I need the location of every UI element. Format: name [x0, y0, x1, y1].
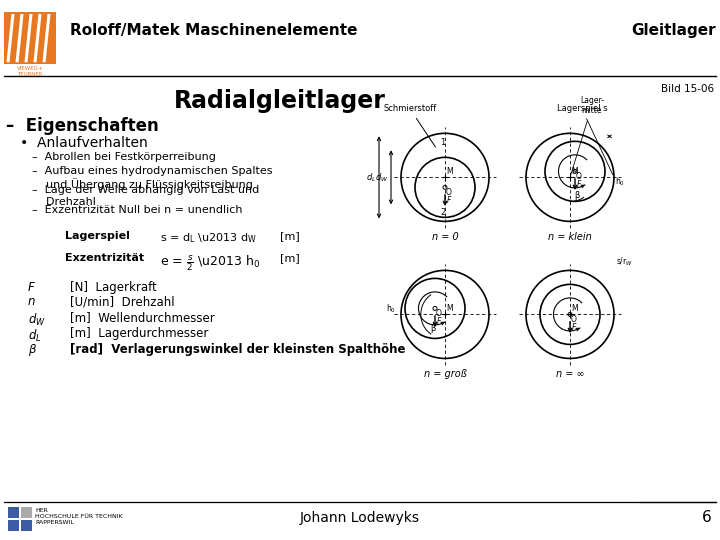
Text: d$_L$: d$_L$ [28, 327, 42, 343]
Text: –  Aufbau eines hydrodynamischen Spaltes
    und Übergang zu Flüssigkeitsreibung: – Aufbau eines hydrodynamischen Spaltes … [32, 166, 272, 190]
Text: –  Eigenschaften: – Eigenschaften [6, 117, 158, 136]
Text: h$_0$: h$_0$ [386, 302, 396, 315]
Text: [m]  Lagerdurchmesser: [m] Lagerdurchmesser [70, 327, 208, 340]
Text: O: O [571, 315, 577, 325]
Text: Lager-
mitte: Lager- mitte [571, 96, 604, 175]
Text: $d_L$: $d_L$ [366, 171, 376, 184]
Text: [m]  Wellendurchmesser: [m] Wellendurchmesser [70, 312, 215, 325]
Text: M: M [571, 305, 577, 313]
Text: Lagerspiel s: Lagerspiel s [557, 104, 613, 175]
Text: n: n [28, 295, 35, 308]
Text: M: M [446, 305, 453, 313]
Text: M: M [446, 167, 453, 177]
Text: O: O [576, 172, 582, 181]
Text: M: M [571, 167, 577, 177]
Text: Gleitlager: Gleitlager [631, 23, 716, 38]
Text: n = 0: n = 0 [431, 232, 459, 242]
Text: Bild 15-06: Bild 15-06 [661, 84, 714, 94]
Text: Schmierstoff: Schmierstoff [383, 104, 436, 147]
Text: F: F [437, 318, 441, 326]
Text: β: β [575, 191, 580, 200]
Bar [21, 507, 32, 518]
Text: n = klein: n = klein [548, 232, 592, 242]
Text: VIEWEG+
TEUBNER: VIEWEG+ TEUBNER [17, 66, 43, 77]
Text: e = $\frac{s}{2}$ \u2013 h$_\mathregular{0}$: e = $\frac{s}{2}$ \u2013 h$_\mathregular… [160, 253, 260, 273]
Text: [N]  Lagerkraft: [N] Lagerkraft [70, 281, 157, 294]
Text: 1: 1 [441, 138, 446, 147]
Text: Radialgleitlager: Radialgleitlager [174, 89, 386, 113]
Bar [21, 519, 32, 531]
Text: [m]: [m] [280, 253, 300, 264]
Text: •  Anlaufverhalten: • Anlaufverhalten [20, 136, 148, 150]
Bar [8, 519, 19, 531]
Text: β: β [28, 343, 35, 356]
Text: –  Exzentrizität Null bei n = unendlich: – Exzentrizität Null bei n = unendlich [32, 205, 243, 215]
Text: s = d$_\mathregular{L}$ \u2013 d$_\mathregular{W}$: s = d$_\mathregular{L}$ \u2013 d$_\mathr… [160, 231, 257, 245]
Text: β: β [431, 325, 436, 333]
Text: 2: 2 [441, 208, 446, 217]
Text: n = ∞: n = ∞ [556, 369, 585, 380]
Text: Exzentrizität: Exzentrizität [65, 253, 144, 264]
Text: –  Abrollen bei Festkörperreibung: – Abrollen bei Festkörperreibung [32, 152, 216, 163]
Text: F: F [572, 323, 577, 333]
Text: Lagerspiel: Lagerspiel [65, 231, 130, 241]
Text: h$_0$: h$_0$ [615, 175, 625, 187]
Text: HER: HER [35, 508, 48, 512]
Text: –  Lage der Welle abhängig von Last und
    Drehzahl: – Lage der Welle abhängig von Last und D… [32, 185, 259, 207]
Bar [4, 12, 56, 64]
Text: F: F [28, 281, 35, 294]
Text: Roloff/Matek Maschinenelemente: Roloff/Matek Maschinenelemente [70, 23, 358, 38]
Text: RAPPERSWIL: RAPPERSWIL [35, 519, 74, 525]
Text: Johann Lodewyks: Johann Lodewyks [300, 511, 420, 525]
Text: d$_W$: d$_W$ [28, 312, 46, 328]
Text: [U/min]  Drehzahl: [U/min] Drehzahl [70, 295, 175, 308]
Text: O: O [446, 188, 452, 197]
Text: F: F [447, 197, 451, 205]
Text: 6: 6 [702, 510, 712, 525]
Text: n = groß: n = groß [423, 369, 467, 380]
Text: [rad]  Verlagerungswinkel der kleinsten Spalthöhe: [rad] Verlagerungswinkel der kleinsten S… [70, 343, 405, 356]
Text: HOCHSCHULE FÜR TECHNIK: HOCHSCHULE FÜR TECHNIK [35, 514, 122, 519]
Text: O: O [436, 309, 442, 319]
Bar [8, 507, 19, 518]
Text: [m]: [m] [280, 231, 300, 241]
Text: F: F [577, 180, 581, 190]
Text: $d_W$: $d_W$ [374, 171, 388, 184]
Text: s/r$_W$: s/r$_W$ [616, 256, 634, 268]
